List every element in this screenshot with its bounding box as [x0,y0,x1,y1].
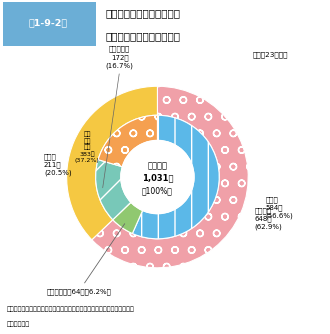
Text: （平成23年中）: （平成23年中） [253,51,288,57]
Wedge shape [92,86,248,268]
Text: （100%）: （100%） [142,186,173,195]
Text: 1,031件: 1,031件 [142,174,173,183]
Text: （東日本大震災を除く。）: （東日本大震災を除く。） [106,31,181,41]
Text: 爆発・火災
172件
(16.7%): 爆発・火災 172件 (16.7%) [106,46,134,68]
Wedge shape [113,202,143,233]
Circle shape [121,141,194,214]
Bar [3,2,96,46]
Text: 都市ガス
648件
(62.9%): 都市ガス 648件 (62.9%) [255,207,282,230]
Text: 漏えい
584件
(56.6%): 漏えい 584件 (56.6%) [266,196,294,219]
Wedge shape [96,160,131,220]
Text: ガス事故: ガス事故 [148,161,167,170]
Text: 漏えい
211件
(20.5%): 漏えい 211件 (20.5%) [44,153,72,176]
Wedge shape [98,115,157,167]
Text: 液化
石油
ガス
383件
(37.2%): 液化 石油 ガス 383件 (37.2%) [75,132,100,163]
Wedge shape [67,86,157,240]
Text: ガス事故の態様別発生件数: ガス事故の態様別発生件数 [106,9,181,19]
Text: 第1-9-2図: 第1-9-2図 [28,19,67,28]
Text: 作成: 作成 [7,322,30,327]
Wedge shape [132,115,219,239]
Text: 爆発・火災　64件（6.2%）: 爆発・火災 64件（6.2%） [47,224,125,295]
Text: （備考）「都市ガス、液化石油ガス及び毒劇物等による事故状況」により: （備考）「都市ガス、液化石油ガス及び毒劇物等による事故状況」により [7,307,135,312]
